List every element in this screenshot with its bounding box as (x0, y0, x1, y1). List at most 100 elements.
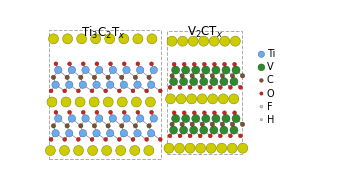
Circle shape (158, 137, 162, 141)
Circle shape (185, 143, 195, 153)
Text: C: C (267, 75, 273, 85)
Circle shape (165, 94, 176, 104)
Circle shape (136, 66, 144, 74)
Circle shape (134, 81, 141, 88)
Circle shape (190, 74, 194, 78)
Circle shape (220, 122, 225, 126)
Text: V$_2$CT$_x$: V$_2$CT$_x$ (187, 25, 223, 40)
Circle shape (198, 134, 202, 138)
Circle shape (222, 66, 230, 74)
Circle shape (76, 137, 80, 141)
Circle shape (147, 34, 157, 44)
Circle shape (106, 81, 114, 88)
Circle shape (106, 124, 110, 128)
Circle shape (239, 134, 242, 138)
Circle shape (210, 77, 218, 86)
Circle shape (167, 36, 177, 46)
Circle shape (145, 137, 149, 141)
Circle shape (68, 62, 72, 66)
Circle shape (59, 146, 70, 156)
Circle shape (133, 124, 137, 128)
Circle shape (202, 115, 210, 122)
Circle shape (169, 77, 178, 86)
Circle shape (92, 75, 97, 80)
Circle shape (51, 124, 56, 128)
Circle shape (150, 62, 153, 66)
Circle shape (233, 62, 237, 66)
Circle shape (178, 134, 182, 138)
Circle shape (109, 66, 117, 74)
Circle shape (81, 110, 85, 114)
Circle shape (182, 111, 186, 115)
Text: V: V (267, 62, 273, 72)
Circle shape (52, 129, 59, 137)
Circle shape (218, 85, 222, 89)
Circle shape (188, 85, 192, 89)
Circle shape (230, 77, 238, 86)
Circle shape (200, 126, 208, 134)
Circle shape (198, 85, 202, 89)
Circle shape (220, 77, 228, 86)
Circle shape (172, 62, 176, 66)
Circle shape (93, 81, 100, 88)
Circle shape (79, 124, 83, 128)
Circle shape (182, 115, 190, 122)
Circle shape (147, 81, 155, 88)
Circle shape (212, 62, 216, 66)
Text: F: F (267, 102, 272, 112)
Circle shape (240, 122, 245, 126)
Circle shape (150, 110, 153, 114)
Circle shape (131, 89, 135, 93)
Circle shape (74, 146, 84, 156)
Circle shape (81, 62, 85, 66)
Circle shape (188, 134, 192, 138)
Circle shape (258, 51, 265, 57)
Circle shape (232, 66, 240, 74)
Circle shape (65, 75, 69, 80)
Text: Ti$_3$C$_2$T$_x$: Ti$_3$C$_2$T$_x$ (81, 25, 126, 41)
Circle shape (220, 126, 228, 134)
Circle shape (172, 115, 180, 122)
Circle shape (145, 89, 149, 93)
Circle shape (187, 94, 197, 104)
Circle shape (55, 115, 62, 122)
Circle shape (68, 115, 76, 122)
Text: H: H (267, 115, 274, 125)
Circle shape (77, 34, 87, 44)
Circle shape (49, 89, 53, 93)
Circle shape (147, 124, 151, 128)
Circle shape (230, 122, 235, 126)
Circle shape (117, 97, 127, 107)
Circle shape (122, 62, 126, 66)
Circle shape (233, 111, 237, 115)
Circle shape (217, 143, 227, 153)
Circle shape (48, 34, 59, 44)
Circle shape (88, 146, 98, 156)
Circle shape (228, 85, 232, 89)
Circle shape (95, 66, 103, 74)
Circle shape (65, 124, 69, 128)
Circle shape (61, 97, 71, 107)
Circle shape (169, 126, 178, 134)
Circle shape (239, 85, 242, 89)
Circle shape (54, 110, 58, 114)
Circle shape (117, 89, 121, 93)
Circle shape (199, 36, 209, 46)
Circle shape (212, 111, 216, 115)
Circle shape (105, 34, 115, 44)
Circle shape (220, 36, 230, 46)
Circle shape (172, 66, 180, 74)
Circle shape (122, 110, 126, 114)
Circle shape (150, 66, 158, 74)
Circle shape (192, 66, 200, 74)
Circle shape (210, 122, 214, 126)
Circle shape (116, 146, 126, 156)
Circle shape (192, 62, 196, 66)
Circle shape (182, 62, 186, 66)
Circle shape (68, 66, 76, 74)
Circle shape (104, 89, 108, 93)
Circle shape (182, 66, 190, 74)
Circle shape (136, 62, 140, 66)
Circle shape (192, 111, 196, 115)
Circle shape (133, 34, 143, 44)
